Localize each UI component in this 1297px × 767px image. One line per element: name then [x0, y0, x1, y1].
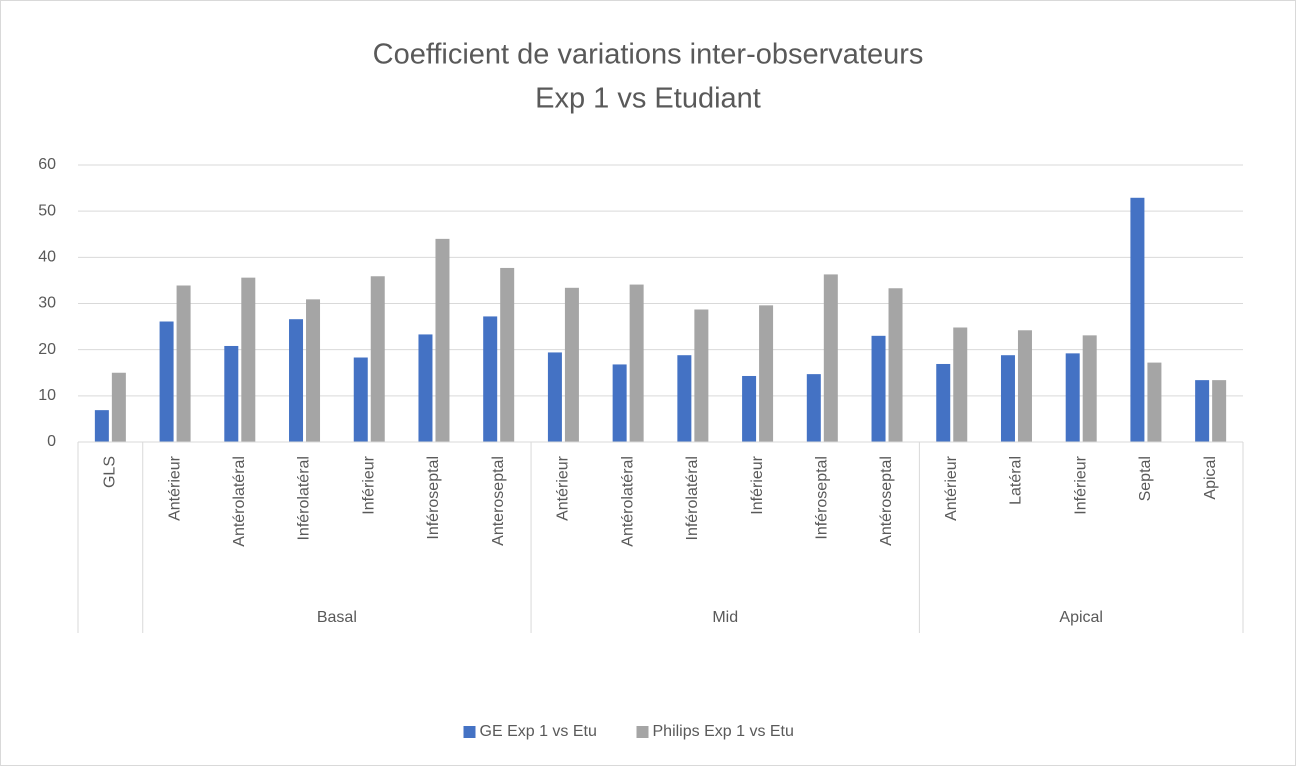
x-tick-label: Inférieur [360, 455, 377, 514]
bar [612, 364, 627, 442]
x-tick-label: Inférolatéral [296, 456, 313, 541]
x-tick-label: Antérieur [943, 455, 960, 521]
bar [370, 276, 385, 442]
bar [1147, 362, 1162, 442]
x-tick-label: Antérieur [555, 455, 572, 521]
x-tick-label: Inféroseptal [425, 456, 442, 540]
bar [1212, 380, 1227, 442]
bar [742, 375, 757, 442]
bar [1017, 330, 1032, 442]
bar [159, 321, 174, 442]
bar [224, 345, 239, 442]
bar [176, 285, 191, 442]
bar [694, 309, 709, 442]
x-tick-label: Antérolatéral [231, 456, 248, 547]
y-tick-label: 0 [47, 433, 56, 450]
bar [435, 238, 450, 442]
bar [94, 410, 109, 442]
legend-swatch [463, 726, 476, 738]
group-label: Basal [317, 609, 357, 626]
bar [353, 357, 368, 442]
x-tick-label: Apical [1202, 456, 1219, 500]
x-tick-label: Inféroseptal [814, 456, 831, 540]
bar [1130, 197, 1145, 442]
bar [241, 277, 256, 442]
bar [547, 352, 562, 442]
legend-label: GE Exp 1 vs Etu [480, 723, 597, 740]
group-label: Mid [712, 609, 738, 626]
x-tick-label: Latéral [1008, 456, 1025, 505]
chart-subtitle: Exp 1 vs Etudiant [535, 83, 761, 115]
y-tick-label: 50 [38, 202, 56, 219]
x-tick-label: Inférieur [1072, 455, 1089, 514]
x-tick-label: Inférolatéral [684, 456, 701, 541]
x-tick-label: Antérieur [166, 455, 183, 521]
bar [871, 335, 886, 442]
bar [1000, 355, 1015, 442]
y-tick-label: 10 [38, 387, 56, 404]
legend-label: Philips Exp 1 vs Etu [653, 723, 794, 740]
y-tick-label: 60 [38, 156, 56, 173]
y-tick-label: 30 [38, 295, 56, 312]
bar [953, 327, 968, 442]
x-tick-label: Anteroseptal [490, 456, 507, 546]
bar [306, 299, 321, 442]
bar [564, 287, 579, 442]
y-tick-label: 20 [38, 341, 56, 358]
bar [1195, 380, 1210, 442]
bar [418, 334, 433, 442]
group-label: Apical [1059, 609, 1103, 626]
x-tick-label: GLS [102, 456, 119, 488]
bar [888, 288, 903, 442]
bar [823, 274, 838, 442]
x-tick-label: Inférieur [749, 455, 766, 514]
bar [500, 267, 515, 442]
bar [677, 355, 692, 442]
y-tick-label: 40 [38, 249, 56, 266]
x-tick-label: Antérolatéral [619, 456, 636, 547]
bar [111, 372, 126, 442]
bar [289, 319, 304, 442]
bar [1065, 353, 1080, 442]
bar [806, 374, 821, 442]
x-tick-label: Antéroseptal [878, 456, 895, 546]
bar [936, 363, 951, 442]
bar [483, 316, 498, 442]
bar [1082, 335, 1097, 442]
bar [759, 305, 774, 442]
x-tick-label: Septal [1137, 456, 1154, 501]
legend-swatch [636, 726, 649, 738]
chart-title: Coefficient de variations inter-observat… [373, 39, 924, 71]
bar [629, 284, 644, 442]
